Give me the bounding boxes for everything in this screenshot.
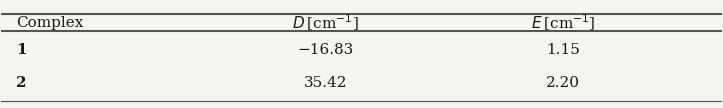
Text: 1: 1 [16, 43, 27, 57]
Text: Complex: Complex [16, 16, 83, 30]
Text: 2.20: 2.20 [546, 76, 580, 91]
Text: $D$ [cm$^{-1}$]: $D$ [cm$^{-1}$] [292, 13, 359, 33]
Text: −16.83: −16.83 [297, 43, 354, 57]
Text: 35.42: 35.42 [304, 76, 347, 91]
Text: $E$ [cm$^{-1}$]: $E$ [cm$^{-1}$] [531, 13, 596, 33]
Text: 2: 2 [16, 76, 26, 91]
Text: 1.15: 1.15 [546, 43, 580, 57]
